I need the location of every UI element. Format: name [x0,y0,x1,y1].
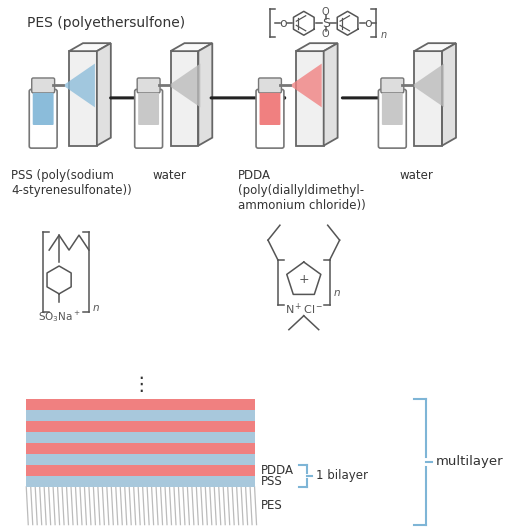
Polygon shape [414,43,456,51]
Text: o: o [365,17,372,30]
Polygon shape [69,43,111,51]
Polygon shape [414,51,442,145]
Text: O: O [322,7,330,17]
Bar [26,421,255,432]
Text: PES: PES [261,499,283,512]
FancyBboxPatch shape [138,93,159,125]
FancyBboxPatch shape [29,89,57,148]
Text: water: water [399,169,433,181]
Polygon shape [324,43,338,145]
Polygon shape [442,43,456,145]
Polygon shape [63,63,95,107]
Text: ⋮: ⋮ [131,375,150,394]
Text: PSS (poly(sodium
4-styrenesulfonate)): PSS (poly(sodium 4-styrenesulfonate)) [11,169,132,196]
Text: o: o [279,17,287,30]
Polygon shape [97,43,111,145]
Polygon shape [199,43,212,145]
Polygon shape [412,63,444,107]
Text: n: n [333,288,340,298]
Polygon shape [168,63,200,107]
Text: water: water [152,169,186,181]
FancyBboxPatch shape [135,89,162,148]
Bar [26,476,255,487]
Polygon shape [170,51,199,145]
Text: multilayer: multilayer [436,455,504,469]
Polygon shape [296,43,338,51]
Text: n: n [380,30,387,40]
Bar [26,465,255,476]
FancyBboxPatch shape [260,93,280,125]
FancyBboxPatch shape [379,89,406,148]
Text: n: n [93,303,99,313]
Polygon shape [296,51,324,145]
FancyBboxPatch shape [137,78,160,93]
FancyBboxPatch shape [381,78,404,93]
Bar [26,432,255,443]
Text: +: + [298,273,309,286]
Text: N$^+$Cl$^-$: N$^+$Cl$^-$ [285,302,323,317]
Polygon shape [69,51,97,145]
FancyBboxPatch shape [256,89,284,148]
Bar [26,443,255,454]
Text: 1 bilayer: 1 bilayer [316,469,368,482]
Bar [26,410,255,421]
FancyBboxPatch shape [32,78,55,93]
Bar [26,399,255,410]
FancyBboxPatch shape [259,78,281,93]
FancyBboxPatch shape [33,93,54,125]
Text: SO$_3$Na$^+$: SO$_3$Na$^+$ [38,309,81,324]
Polygon shape [170,43,212,51]
Bar [26,454,255,465]
Text: PSS: PSS [261,475,283,488]
Text: PDDA: PDDA [261,464,294,477]
Text: S: S [322,17,330,30]
Text: PDDA
(poly(diallyldimethyl-
ammonium chloride)): PDDA (poly(diallyldimethyl- ammonium chl… [238,169,366,212]
Text: PES (polyethersulfone): PES (polyethersulfone) [27,16,185,30]
Polygon shape [290,63,322,107]
Text: O: O [322,29,330,39]
FancyBboxPatch shape [382,93,403,125]
